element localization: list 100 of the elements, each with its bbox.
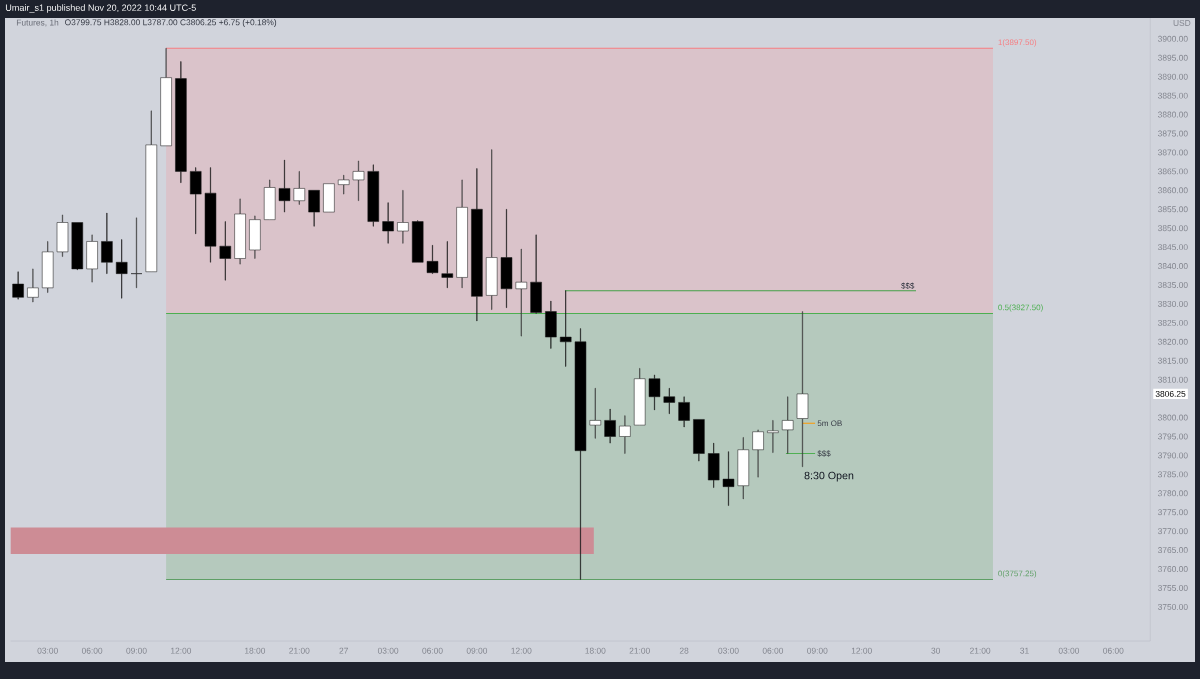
candlestick: [737, 437, 750, 500]
y-tick-label: 3800.00: [1157, 414, 1188, 421]
candlestick: [471, 168, 483, 322]
candlestick: [219, 221, 232, 281]
y-tick-label: 3815.00: [1157, 357, 1188, 364]
y-tick-label: 3865.00: [1157, 168, 1188, 175]
ref-line-label: 0.5(3827.50): [998, 304, 1043, 312]
text: Umair_s1 published Nov 20, 2022 10:44 UTC-5: [5, 4, 196, 13]
candlestick: [278, 159, 291, 213]
candlestick: [115, 239, 128, 299]
x-tick-label: 06:00: [762, 647, 784, 654]
x-tick-label: 12:00: [171, 647, 192, 654]
candlestick: [337, 174, 350, 195]
x-tick-label: 21:00: [629, 647, 650, 654]
ref-line-label: $$$: [817, 450, 831, 457]
candlestick: [500, 208, 513, 308]
y-tick-label: 3760.00: [1157, 566, 1188, 573]
candlestick: [767, 420, 779, 453]
candlestick: [367, 164, 380, 227]
candlestick: [796, 311, 809, 468]
candlestick: [101, 212, 113, 274]
candlestick: [352, 160, 365, 201]
candlestick: [86, 234, 98, 283]
x-tick-label: 21:00: [970, 647, 991, 654]
x-tick-label: 30: [931, 647, 941, 654]
candlestick: [426, 244, 439, 274]
x-tick-label: 09:00: [466, 647, 488, 654]
candlestick: [249, 215, 261, 259]
candlestick: [648, 374, 661, 411]
candlestick: [175, 61, 187, 184]
y-tick-label: 3775.00: [1157, 509, 1188, 516]
candlestick: [678, 396, 690, 428]
candlestick: [130, 217, 143, 289]
candlestick: [456, 179, 468, 289]
x-tick-label: 18:00: [585, 647, 606, 654]
candlestick: [411, 220, 424, 263]
y-tick-label: 3870.00: [1157, 149, 1188, 156]
x-tick-label: 06:00: [81, 647, 103, 654]
candlestick: [485, 149, 498, 310]
y-tick-label: 3845.00: [1157, 244, 1188, 251]
x-tick-label: 03:00: [718, 647, 739, 654]
y-tick-label: 3840.00: [1157, 263, 1188, 270]
candlestick: [559, 290, 572, 367]
candlestick: [589, 387, 602, 439]
candlestick: [323, 183, 335, 213]
x-tick-label: 03:00: [1058, 647, 1080, 654]
y-tick-label: 3890.00: [1157, 73, 1188, 80]
y-tick-label: 3885.00: [1157, 92, 1188, 99]
candlestick: [604, 408, 616, 444]
y-tick-label: 3820.00: [1157, 338, 1188, 345]
y-tick-label: 3755.00: [1157, 585, 1188, 591]
y-tick-label: 3780.00: [1157, 490, 1188, 497]
x-tick-label: 21:00: [289, 647, 310, 654]
y-tick-label: 3770.00: [1157, 528, 1188, 535]
x-tick-label: 03:00: [377, 647, 399, 654]
candlestick: [722, 451, 735, 506]
ref-line-label: 1(3897.50): [998, 39, 1037, 47]
candlestick: [204, 167, 217, 263]
candlestick: [382, 202, 394, 244]
x-tick-label: 27: [339, 647, 348, 654]
candlestick: [71, 222, 84, 271]
y-tick-label: 3855.00: [1157, 206, 1188, 213]
annotation: 8:30 Open: [804, 471, 854, 482]
x-tick-label: 03:00: [37, 647, 58, 654]
candlestick: [27, 268, 39, 303]
x-tick-label: 28: [679, 647, 689, 654]
candlestick: [781, 396, 794, 454]
x-tick-label: 09:00: [807, 647, 828, 654]
candlestick: [263, 179, 276, 220]
candlestick: [574, 328, 587, 580]
y-tick-label: 3835.00: [1157, 282, 1188, 288]
candlestick: [56, 214, 69, 257]
y-tick-label: 3750.00: [1157, 603, 1188, 610]
x-tick-label: 12:00: [511, 647, 532, 654]
y-tick-label: 3825.00: [1157, 319, 1188, 326]
y-tick-label: 3795.00: [1157, 433, 1188, 440]
y-tick-label: 3860.00: [1157, 187, 1188, 194]
candlestick: [619, 415, 631, 454]
candlestick: [189, 167, 202, 235]
candlestick: [160, 48, 172, 147]
x-tick-label: 06:00: [422, 647, 443, 654]
y-tick-label: 3810.00: [1157, 376, 1188, 383]
x-tick-label: 06:00: [1103, 647, 1124, 654]
y-tick-label: 3830.00: [1157, 300, 1188, 307]
candlestick: [707, 442, 720, 488]
y-tick-label: 3880.00: [1157, 111, 1188, 118]
y-tick-label: 3765.00: [1157, 547, 1188, 554]
y-tick-label: 3900.00: [1157, 35, 1188, 42]
candlestick: [530, 234, 542, 314]
ref-line-label: 5m OB: [817, 420, 842, 427]
candlestick: [234, 198, 246, 265]
x-tick-label: 09:00: [126, 647, 147, 654]
candlestick: [397, 190, 409, 244]
chart-subtitle: O3799.75 H3828.00 L3787.00 C3806.25 +6.75 (+0.18%): [65, 19, 277, 27]
y-tick-label: 3790.00: [1157, 452, 1188, 459]
x-tick-label: 18:00: [245, 647, 266, 654]
ref-line-label: 0(3757.25): [998, 570, 1037, 578]
candlestick: [145, 110, 158, 273]
y-axis-title: USD: [1173, 20, 1191, 26]
candlestick: [693, 419, 705, 462]
